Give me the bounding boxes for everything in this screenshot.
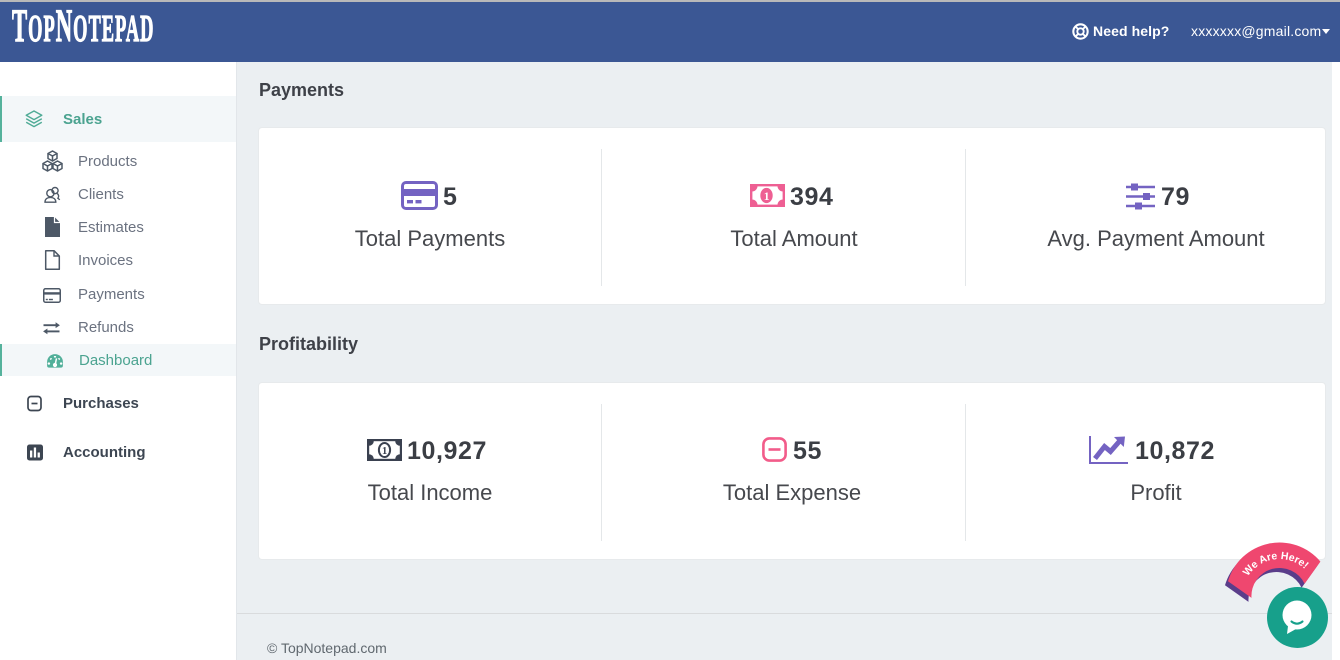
svg-text:1: 1 bbox=[382, 446, 387, 457]
svg-text:1: 1 bbox=[764, 191, 770, 203]
